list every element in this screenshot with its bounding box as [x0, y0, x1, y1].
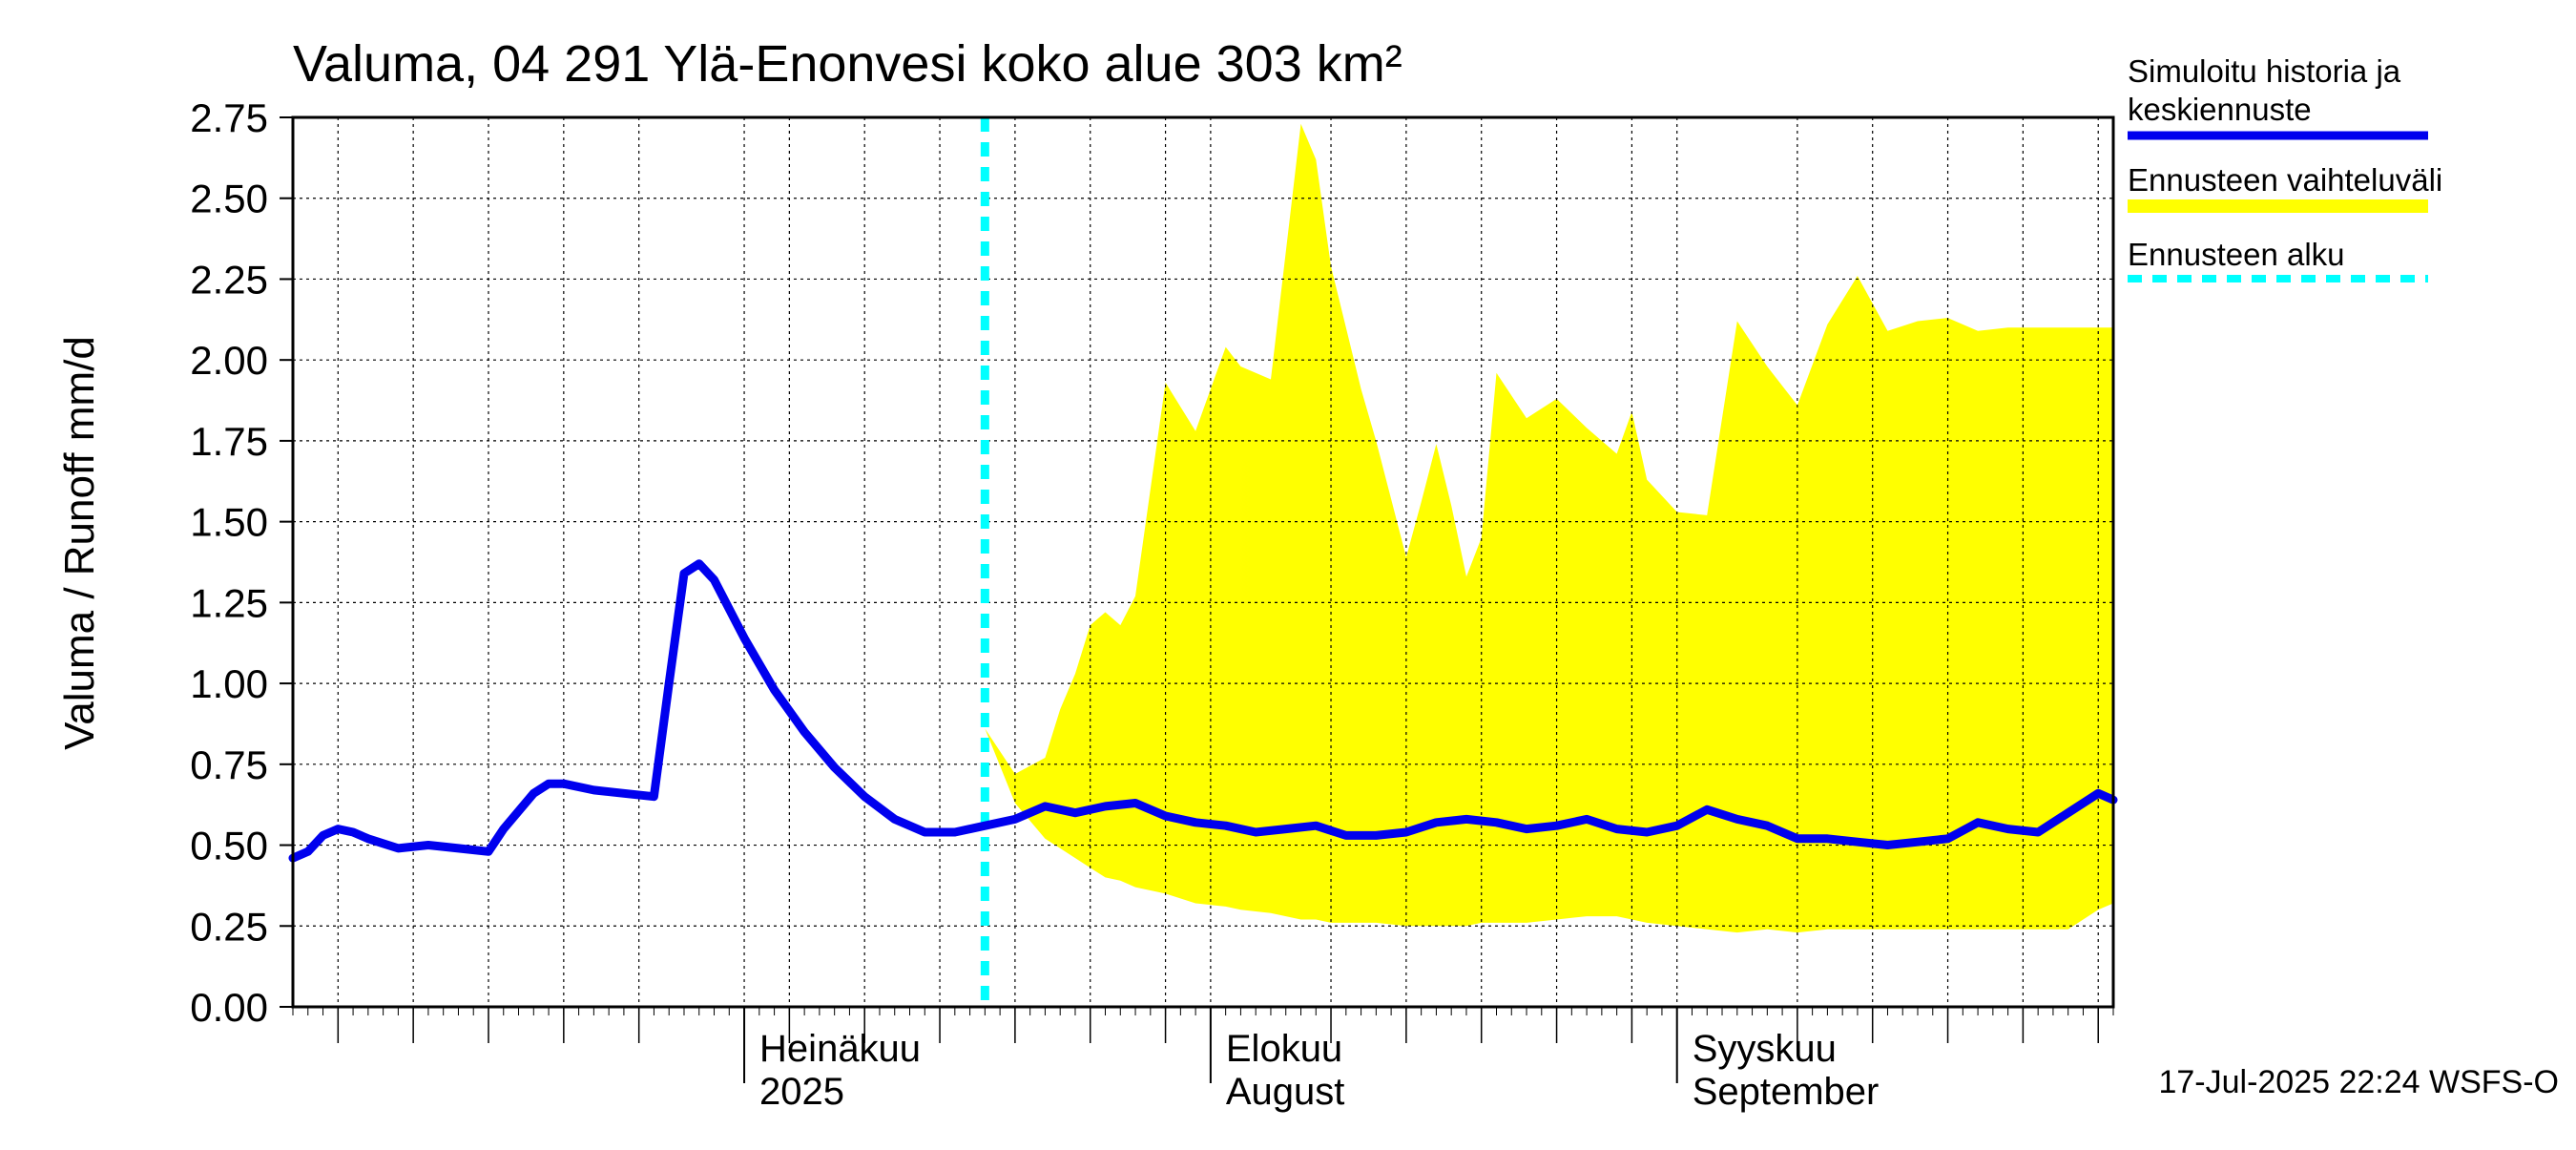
- history-forecast-line: [288, 559, 2118, 863]
- y-tick-label: 0.00: [190, 985, 268, 1030]
- axes-layer: [280, 115, 2115, 1083]
- series-layer: [288, 117, 2118, 1007]
- y-tick-label: 1.50: [190, 500, 268, 545]
- chart-title: Valuma, 04 291 Ylä-Enonvesi koko alue 30…: [293, 35, 1402, 93]
- month-label: Elokuu: [1226, 1028, 1342, 1070]
- legend-label-range: Ennusteen vaihteluväli: [2128, 162, 2442, 198]
- forecast-range-band: [985, 123, 2113, 933]
- y-tick-label: 2.50: [190, 177, 268, 221]
- month-label: Syyskuu: [1693, 1028, 1837, 1070]
- y-tick-label: 2.00: [190, 338, 268, 383]
- y-tick-label: 2.25: [190, 257, 268, 302]
- text-layer: 0.00 0.25 0.50 0.75 1.00 1.25 1.50 1.75 2.00 2.25…: [56, 35, 2559, 1113]
- legend-swatch-range: [2128, 199, 2428, 213]
- legend-label-history-line2: keskiennuste: [2128, 92, 2312, 127]
- legend-label-forecast-start: Ennusteen alku: [2128, 237, 2345, 272]
- month-label-sub: September: [1693, 1071, 1880, 1113]
- month-label-sub: August: [1226, 1071, 1345, 1113]
- plot-frame: [291, 115, 2115, 1009]
- grid-layer: [293, 117, 2113, 1007]
- month-label: Heinäkuu: [759, 1028, 921, 1070]
- y-tick-label: 1.75: [190, 419, 268, 464]
- y-tick-label: 2.75: [190, 95, 268, 140]
- legend-label-history-line1: Simuloitu historia ja: [2128, 53, 2401, 89]
- y-tick-label: 1.25: [190, 580, 268, 625]
- month-label-sub: 2025: [759, 1071, 844, 1113]
- y-axis-label: Valuma / Runoff mm/d: [56, 336, 103, 750]
- y-tick-label: 0.25: [190, 904, 268, 949]
- legend-label-history: Simuloitu historia ja keskiennuste: [2128, 53, 2401, 127]
- y-tick-label: 0.50: [190, 824, 268, 868]
- y-tick-label: 1.00: [190, 661, 268, 706]
- y-tick-label: 0.75: [190, 742, 268, 787]
- forecast-range-layer: [985, 123, 2113, 933]
- footer-timestamp: 17-Jul-2025 22:24 WSFS-O: [2158, 1064, 2559, 1100]
- legend: Simuloitu historia ja keskiennuste Ennuste…: [2128, 53, 2442, 282]
